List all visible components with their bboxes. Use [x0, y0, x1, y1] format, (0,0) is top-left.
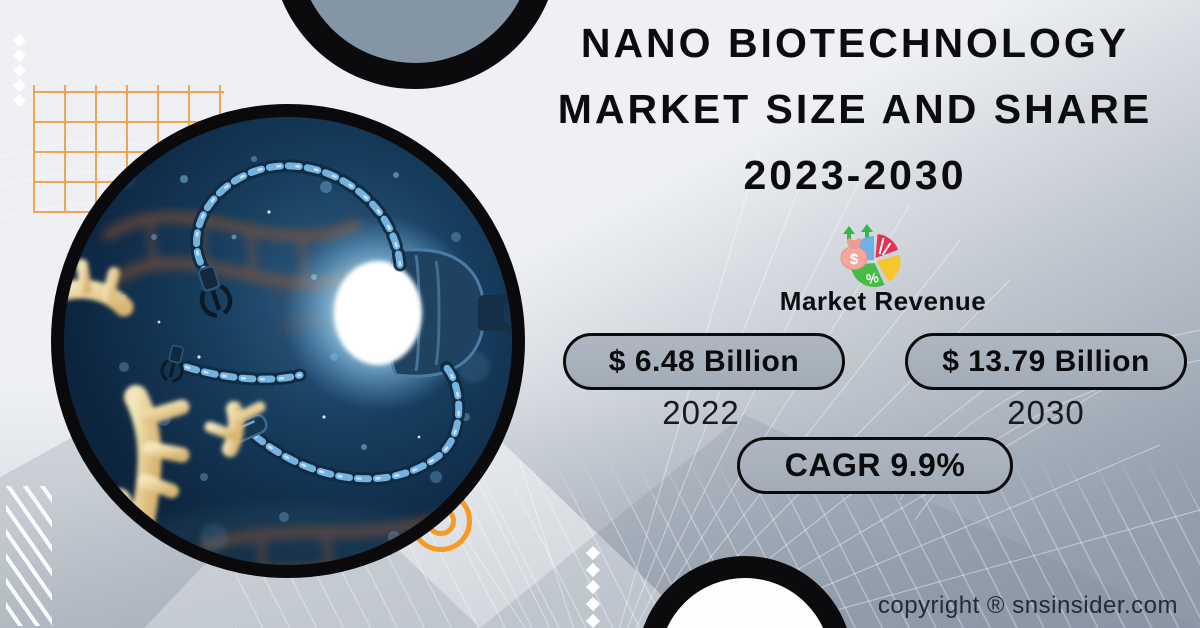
cagr-pill: CAGR 9.9% [737, 437, 1013, 494]
segmented-cables [179, 159, 466, 486]
dollar-symbol: $ [850, 251, 859, 268]
revenue-2030-pill: $ 13.79 Billion [905, 333, 1187, 390]
left-diamonds-decoration [13, 34, 26, 111]
revenue-2022-value: $ 6.48 Billion [608, 344, 800, 378]
market-revenue-label: Market Revenue [779, 286, 987, 316]
revenue-2022-pill: $ 6.48 Billion [563, 333, 845, 390]
slashes-decoration [6, 486, 52, 626]
nano-robot-scene [64, 117, 512, 565]
copyright-text: copyright ® snsinsider.com [877, 592, 1178, 619]
nano-robot-image-circle [51, 104, 525, 578]
title-line-2: MARKET SIZE AND SHARE [557, 86, 1153, 132]
revenue-2030-value: $ 13.79 Billion [942, 344, 1150, 378]
money-bag-icon: $ [840, 238, 868, 270]
middle-diamonds-decoration [585, 545, 601, 628]
start-year-label: 2022 [662, 394, 740, 431]
title-line-1: NANO BIOTECHNOLOGY [580, 20, 1130, 66]
lamp-light-center [340, 269, 408, 357]
page-title: NANO BIOTECHNOLOGY MARKET SIZE AND SHARE… [515, 10, 1195, 208]
market-revenue-icon: % $ [840, 224, 901, 287]
end-year-label: 2030 [1007, 394, 1085, 431]
growth-arrows-icon [843, 224, 873, 243]
percent-symbol: % [865, 269, 881, 287]
cagr-value: CAGR 9.9% [784, 447, 966, 483]
title-line-3: 2023-2030 [743, 152, 967, 198]
